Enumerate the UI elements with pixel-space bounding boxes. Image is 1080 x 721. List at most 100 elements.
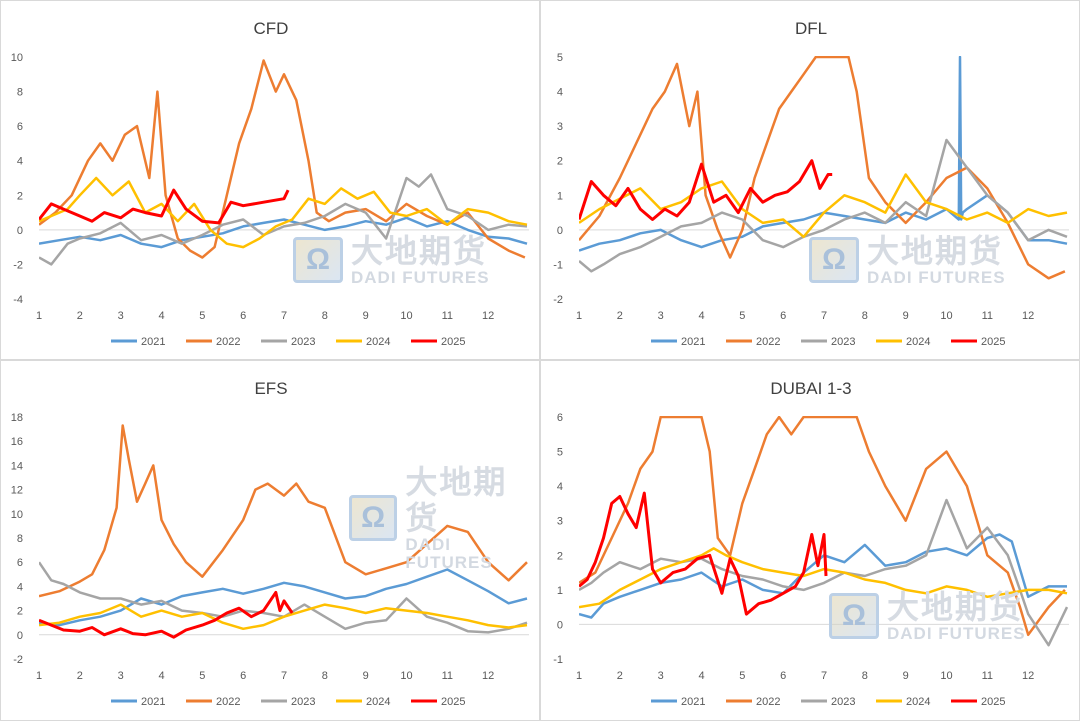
x-tick-label: 9 [903, 670, 909, 682]
y-tick-label: 2 [557, 156, 563, 168]
x-tick-label: 1 [36, 310, 42, 322]
y-tick-label: 1 [557, 190, 563, 202]
series-line-2022 [39, 424, 528, 598]
x-tick-label: 9 [903, 310, 909, 322]
series-line-2023 [579, 498, 1069, 647]
series-line-2021 [579, 56, 1068, 252]
x-tick-label: 11 [442, 670, 453, 682]
x-tick-label: 5 [739, 670, 745, 682]
x-tick-label: 4 [698, 310, 704, 322]
y-tick-label: 18 [11, 412, 23, 424]
x-tick-label: 8 [322, 310, 328, 322]
x-tick-label: 7 [281, 670, 287, 682]
legend-label-2024: 2024 [906, 696, 930, 708]
legend-label-2024: 2024 [366, 336, 390, 348]
x-tick-label: 4 [158, 670, 164, 682]
y-tick-label: 0 [17, 225, 23, 237]
legend-label-2023: 2023 [831, 336, 855, 348]
chart-panel-cfd: CFD -4 -2 0 2 4 6 8 10 1 2 3 4 5 6 7 8 9 10 11 12 2021 2022 202… [0, 0, 540, 360]
x-tick-label: 8 [862, 670, 868, 682]
dadi-logo-icon: Ω [349, 495, 398, 541]
series-line-2024 [579, 547, 1068, 609]
legend-label-2023: 2023 [831, 696, 855, 708]
x-tick-label: 12 [1022, 310, 1034, 322]
y-tick-label: -1 [553, 259, 563, 271]
series-line-2025 [39, 188, 290, 225]
x-tick-label: 10 [940, 670, 952, 682]
y-tick-label: 4 [557, 87, 563, 99]
watermark-en: DADI FUTURES [405, 535, 493, 572]
x-tick-label: 11 [982, 310, 993, 322]
x-tick-label: 1 [36, 670, 42, 682]
legend-label-2021: 2021 [681, 336, 705, 348]
y-tick-label: 0 [557, 619, 563, 631]
x-tick-label: 4 [158, 310, 164, 322]
series-line-2023 [39, 173, 528, 266]
legend-label-2025: 2025 [981, 336, 1005, 348]
series-line-2025 [579, 491, 828, 616]
legend-label-2025: 2025 [441, 336, 465, 348]
series-line-2024 [39, 603, 528, 631]
x-tick-label: 12 [1022, 670, 1034, 682]
watermark: Ω 大地期货 DADI FUTURES [293, 233, 490, 287]
chart-title: DFL [795, 19, 827, 38]
x-tick-label: 6 [240, 310, 246, 322]
x-tick-label: 2 [617, 310, 623, 322]
x-tick-label: 9 [363, 310, 369, 322]
y-tick-label: 0 [17, 630, 23, 642]
y-tick-label: 8 [17, 533, 23, 545]
y-tick-label: 0 [557, 225, 563, 237]
y-tick-label: 12 [11, 485, 23, 497]
series-line-2022 [39, 59, 526, 259]
x-tick-label: 11 [982, 670, 993, 682]
dadi-logo-icon: Ω [293, 237, 343, 283]
x-tick-label: 10 [940, 310, 952, 322]
series-line-2021 [39, 568, 528, 627]
legend-label-2021: 2021 [141, 336, 165, 348]
y-tick-label: 4 [17, 581, 23, 593]
watermark-en: DADI FUTURES [351, 268, 490, 287]
y-tick-label: -1 [553, 654, 563, 666]
watermark: Ω 大地期货 DADI FUTURES [829, 589, 1026, 643]
x-tick-label: 6 [240, 670, 246, 682]
legend-label-2022: 2022 [756, 696, 780, 708]
x-tick-label: 5 [739, 310, 745, 322]
y-tick-label: 4 [557, 481, 563, 493]
series-line-2024 [39, 176, 528, 249]
y-tick-label: 3 [557, 121, 563, 133]
chart-panel-dubai: DUBAI 1-3 -1 0 1 2 3 4 5 6 1 2 3 4 5 6 7 8 9 10 11 12 2021 202… [540, 360, 1080, 721]
chart-panel-efs: EFS -2 0 2 4 6 8 10 12 14 16 18 1 2 3 4 5 6 7 8 9 10 11 12 2021 2… [0, 360, 540, 721]
x-tick-label: 9 [363, 670, 369, 682]
y-tick-label: 4 [17, 156, 23, 168]
watermark-cn: 大地期货 [405, 463, 508, 537]
y-tick-label: -2 [13, 259, 23, 271]
chart-title: DUBAI 1-3 [770, 379, 851, 398]
y-tick-label: 5 [557, 447, 563, 459]
y-tick-label: 1 [557, 585, 563, 597]
series-line-2023 [579, 138, 1068, 273]
x-tick-label: 3 [118, 310, 124, 322]
x-tick-label: 3 [658, 310, 664, 322]
x-tick-label: 2 [617, 670, 623, 682]
legend-label-2022: 2022 [756, 336, 780, 348]
y-tick-label: 2 [17, 190, 23, 202]
y-tick-label: 2 [17, 606, 23, 618]
watermark-cn: 大地期货 [887, 588, 1024, 626]
x-tick-label: 7 [821, 310, 827, 322]
watermark-cn: 大地期货 [867, 232, 1004, 270]
x-tick-label: 1 [576, 310, 582, 322]
watermark-en: DADI FUTURES [887, 624, 1026, 643]
watermark-en: DADI FUTURES [867, 268, 1006, 287]
x-tick-label: 3 [658, 670, 664, 682]
x-tick-label: 5 [199, 670, 205, 682]
x-tick-label: 10 [400, 670, 412, 682]
legend-label-2022: 2022 [216, 696, 240, 708]
legend-label-2024: 2024 [906, 336, 930, 348]
x-tick-label: 7 [821, 670, 827, 682]
x-tick-label: 11 [442, 310, 453, 322]
legend-label-2024: 2024 [366, 696, 390, 708]
series-line-2022 [579, 416, 1066, 637]
